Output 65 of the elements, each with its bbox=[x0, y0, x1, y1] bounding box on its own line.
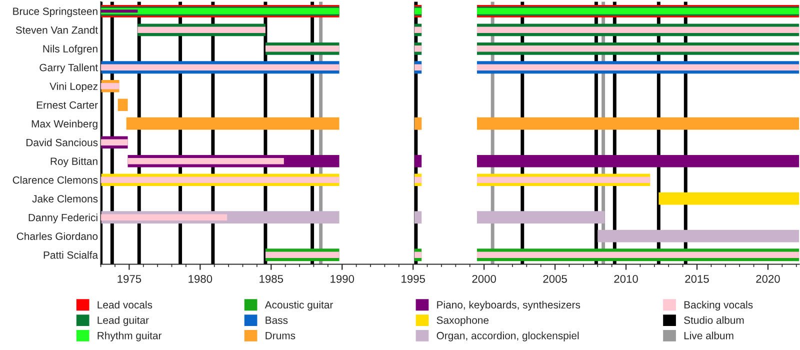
bar bbox=[476, 252, 800, 258]
legend-label: Piano, keyboards, synthesizers bbox=[437, 300, 580, 311]
x-tick-label: 1990 bbox=[330, 274, 354, 283]
legend-label: Drums bbox=[266, 332, 296, 340]
bar bbox=[128, 158, 284, 164]
bar bbox=[476, 117, 800, 130]
y-tick-label: Roy Bittan bbox=[50, 157, 98, 168]
legend-label: Saxophone bbox=[436, 316, 489, 326]
x-tick-label: 2020 bbox=[756, 274, 780, 283]
bar bbox=[414, 211, 422, 224]
legend-label: Bass bbox=[266, 316, 288, 324]
bar bbox=[414, 46, 422, 52]
bar bbox=[414, 154, 422, 168]
y-tick-label: Jake Clemons bbox=[32, 194, 98, 202]
bar bbox=[598, 230, 800, 242]
x-tick-label: 2010 bbox=[614, 274, 638, 283]
x-tick-label: 2000 bbox=[472, 274, 496, 283]
x-tick-label: 2015 bbox=[685, 274, 709, 283]
y-tick-label: Charles Giordano bbox=[16, 232, 98, 240]
bar bbox=[100, 176, 340, 183]
legend-label: Rhythm guitar bbox=[98, 332, 162, 342]
legend-label: Lead guitar bbox=[98, 316, 149, 326]
y-tick-label: Danny Federici bbox=[28, 214, 98, 224]
bar bbox=[476, 46, 800, 52]
bar bbox=[126, 117, 340, 130]
bar bbox=[414, 176, 422, 183]
bar bbox=[414, 117, 422, 130]
y-tick-label: Steven Van Zandt bbox=[16, 26, 98, 34]
bar bbox=[658, 192, 800, 205]
bar bbox=[476, 154, 800, 168]
bar bbox=[118, 98, 128, 112]
y-tick-label: Patti Scialfa bbox=[44, 251, 98, 259]
bar bbox=[476, 211, 605, 224]
bar bbox=[476, 176, 650, 183]
y-tick-label: Max Weinberg bbox=[32, 120, 98, 130]
legend-label: Studio album bbox=[684, 316, 744, 324]
legend-label: Live album bbox=[684, 332, 734, 340]
y-tick-label: Clarence Clemons bbox=[12, 176, 98, 184]
bar bbox=[265, 46, 340, 52]
y-tick-label: Nils Lofgren bbox=[43, 44, 98, 55]
legend-label: Acoustic guitar bbox=[264, 300, 333, 311]
bar bbox=[476, 64, 800, 70]
legend-label: Organ, accordion, glockenspiel bbox=[436, 332, 579, 342]
bar bbox=[414, 252, 422, 258]
y-tick-label: Ernest Carter bbox=[36, 101, 98, 109]
bar bbox=[414, 26, 422, 33]
bar bbox=[100, 139, 128, 146]
x-tick-label: 1975 bbox=[118, 274, 142, 283]
x-tick-label: 1980 bbox=[188, 274, 212, 283]
bar bbox=[476, 26, 800, 33]
x-tick-label: 2005 bbox=[543, 274, 567, 283]
x-tick-label: 1995 bbox=[402, 274, 425, 283]
y-tick-label: David Sancious bbox=[26, 138, 98, 146]
y-tick-label: Vini Lopez bbox=[50, 82, 98, 92]
y-tick-label: Bruce Springsteen bbox=[13, 7, 98, 18]
bar bbox=[100, 64, 340, 70]
x-tick-label: 1985 bbox=[260, 274, 284, 283]
bar bbox=[138, 26, 266, 33]
bar bbox=[414, 64, 422, 70]
legend-label: Backing vocals bbox=[684, 300, 753, 311]
bar bbox=[265, 252, 340, 258]
bar bbox=[100, 214, 228, 220]
bar bbox=[100, 83, 120, 90]
legend-label: Lead vocals bbox=[98, 300, 152, 309]
y-tick-label: Garry Tallent bbox=[40, 64, 98, 74]
